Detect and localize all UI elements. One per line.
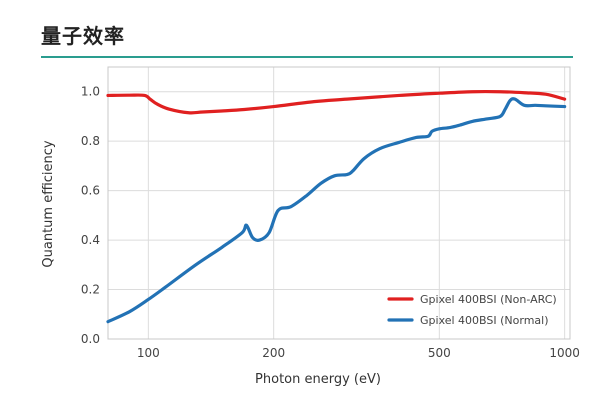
y-tick-label: 0.8 — [81, 134, 100, 148]
legend-label-1: Gpixel 400BSI (Non-ARC) — [420, 293, 557, 306]
y-tick-label: 0.4 — [81, 233, 100, 247]
x-axis-label: Photon energy (eV) — [255, 372, 381, 387]
y-tick-label: 0.0 — [81, 332, 100, 346]
y-axis-label: Quantum efficiency — [41, 140, 56, 268]
x-tick-label: 1000 — [549, 346, 580, 360]
x-tick-label: 500 — [428, 346, 451, 360]
x-tick-label: 100 — [137, 346, 160, 360]
plot-frame — [107, 66, 571, 340]
legend: Gpixel 400BSI (Non-ARC) Gpixel 400BSI (No… — [387, 293, 557, 327]
legend-label-2: Gpixel 400BSI (Normal) — [420, 314, 549, 327]
y-tick-label: 0.2 — [81, 283, 100, 297]
series-line-2 — [106, 97, 567, 324]
y-tick-label: 0.6 — [81, 184, 100, 198]
title-divider — [41, 56, 573, 58]
y-tick-label: 1.0 — [81, 85, 100, 99]
page-title: 量子效率 — [41, 24, 125, 48]
x-tick-label: 200 — [262, 346, 285, 360]
series-line-1 — [106, 89, 567, 115]
